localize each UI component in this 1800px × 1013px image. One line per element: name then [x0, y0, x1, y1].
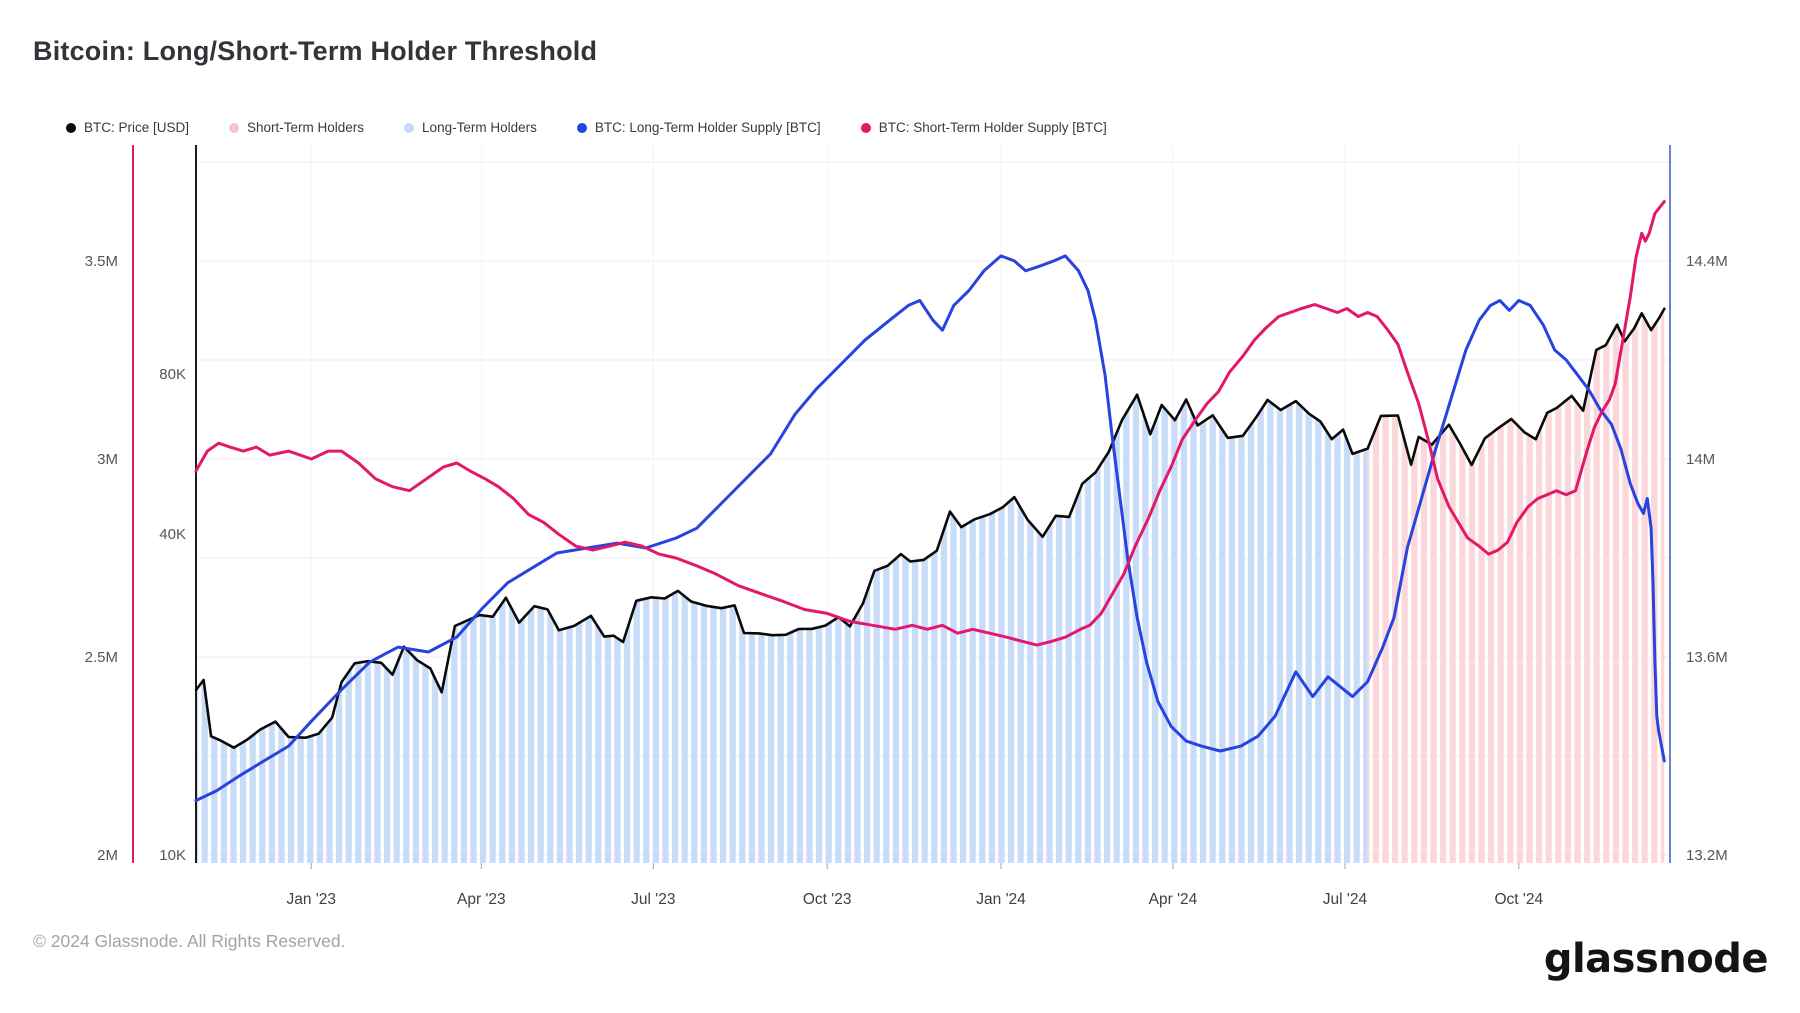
legend: BTC: Price [USD] Short-Term Holders Long… — [66, 120, 1107, 135]
lth-supply-line — [194, 254, 1666, 802]
price-series-swatch-icon — [66, 122, 76, 133]
legend-item-lth-supply[interactable]: BTC: Long-Term Holder Supply [BTC] — [576, 120, 821, 135]
copyright-text: © 2024 Glassnode. All Rights Reserved. — [33, 931, 346, 951]
price-line — [194, 307, 1666, 749]
axis-tick-label: Oct '24 — [1495, 891, 1544, 908]
axis-tick-label: 14.4M — [1686, 253, 1728, 270]
legend-label: BTC: Short-Term Holder Supply [BTC] — [878, 120, 1107, 135]
sth-supply-swatch-icon — [860, 122, 871, 133]
legend-label: BTC: Long-Term Holder Supply [BTC] — [594, 120, 821, 135]
axis-tick-label: Jan '24 — [976, 891, 1026, 908]
legend-item-sth-supply[interactable]: BTC: Short-Term Holder Supply [BTC] — [860, 120, 1107, 135]
axis-tick-label: 14M — [1686, 451, 1715, 468]
axis-tick-label: 2.5M — [85, 649, 118, 666]
legend-item-long-term-holders[interactable]: Long-Term Holders — [404, 120, 537, 135]
legend-item-btc-price[interactable]: BTC: Price [USD] — [66, 120, 189, 135]
long-term-holders-swatch-icon — [404, 122, 415, 133]
axis-tick-label: 40K — [159, 526, 186, 543]
axis-tick-label: 10K — [159, 847, 186, 864]
axis-tick-label: Jul '24 — [1323, 891, 1368, 908]
axis-tick-label: 2M — [97, 847, 118, 864]
axis-tick-label: 80K — [159, 366, 186, 383]
axis-tick-label: 3M — [97, 451, 118, 468]
axis-labels: 2M 2.5M 3M 3.5M 10K 40K 80K 13.2M 13.6M 14M 14.4M J… — [85, 253, 1728, 908]
short-term-holders-swatch-icon — [229, 122, 240, 133]
long-term-holders-region — [196, 308, 1368, 863]
sth-supply-line — [194, 200, 1666, 647]
axis-tick-label: 13.6M — [1686, 649, 1728, 666]
axis-lines — [132, 145, 1671, 863]
axis-tick-label: Oct '23 — [803, 891, 852, 908]
legend-label: BTC: Price [USD] — [84, 120, 190, 135]
axis-tick-label: Jul '23 — [631, 891, 675, 908]
legend-label: Long-Term Holders — [422, 120, 537, 135]
glassnode-logo[interactable]: glassnode — [1543, 936, 1769, 982]
legend-label: Short-Term Holders — [247, 120, 365, 135]
axis-tick-label: 13.2M — [1686, 847, 1728, 864]
page-title: Bitcoin: Long/Short-Term Holder Threshol… — [33, 36, 598, 66]
axis-tick-label: Jan '23 — [287, 891, 337, 908]
legend-item-short-term-holders[interactable]: Short-Term Holders — [229, 120, 364, 135]
axis-tick-label: Apr '23 — [457, 891, 506, 908]
axis-tick-label: Apr '24 — [1149, 891, 1198, 908]
lth-supply-swatch-icon — [576, 122, 587, 133]
axis-tick-label: 3.5M — [85, 253, 118, 270]
